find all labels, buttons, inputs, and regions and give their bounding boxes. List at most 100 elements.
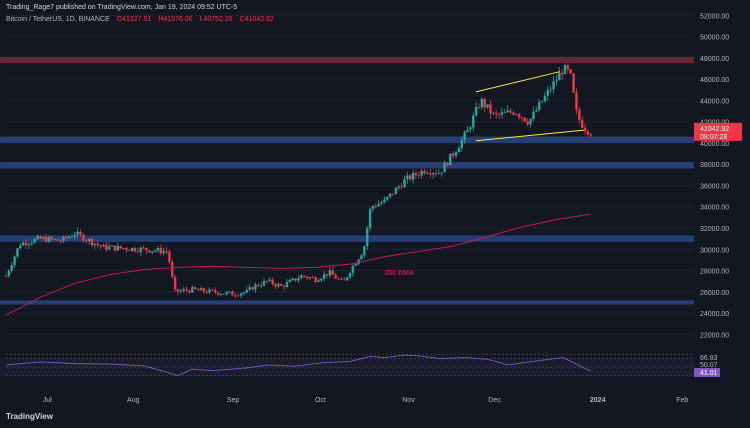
candle-body — [414, 172, 418, 176]
price-countdown: 09:07:28 — [700, 134, 727, 141]
candle-body — [168, 251, 171, 263]
candle-body — [320, 278, 323, 281]
candle-body — [391, 193, 395, 195]
candle-body — [216, 292, 220, 295]
price-tick-label: 44000.00 — [700, 98, 729, 105]
publisher-line: Trading_Rage7 published on TradingView.c… — [6, 4, 238, 11]
candle-body — [469, 127, 472, 130]
candle-body — [354, 264, 357, 266]
candle-body — [199, 288, 203, 291]
candle-body — [563, 65, 567, 75]
candle-body — [245, 289, 248, 293]
candle-body — [328, 270, 332, 276]
ohlc-close: C41042.92 — [239, 16, 274, 23]
symbol-line: Bitcoin / TetherUS, 1D, BINANCE O41327.5… — [6, 16, 279, 23]
ohlc-high: H41576.00 — [158, 16, 193, 23]
candle-body — [188, 290, 191, 293]
candle-body — [460, 139, 463, 149]
candle-body — [520, 117, 524, 118]
candle-body — [274, 284, 277, 287]
candle-body — [308, 277, 312, 279]
candle-body — [474, 106, 478, 116]
candle-body — [543, 95, 547, 102]
price-tick-label: 34000.00 — [700, 205, 729, 212]
candle-body — [348, 273, 352, 278]
last-price-badge — [694, 122, 742, 141]
candle-body — [366, 228, 369, 247]
candle-body — [56, 239, 59, 241]
candle-body — [93, 243, 97, 246]
rsi-line — [5, 354, 591, 377]
candle-body — [552, 81, 555, 90]
price-tick-label: 32000.00 — [700, 226, 729, 233]
candle-body — [99, 245, 102, 247]
candle-body — [62, 236, 65, 242]
candle-body — [515, 114, 518, 115]
candle-body — [113, 245, 117, 251]
candle-body — [265, 280, 269, 282]
candle-body — [110, 245, 114, 247]
candle-body — [437, 173, 441, 175]
candle-body — [148, 250, 151, 253]
candle-body — [454, 152, 458, 156]
candle-body — [208, 289, 211, 293]
zone-red — [0, 56, 694, 64]
candle-body — [360, 255, 363, 260]
candle-body — [411, 172, 415, 180]
price-tick-label: 22000.00 — [700, 332, 729, 339]
price-tick-label: 24000.00 — [700, 311, 729, 318]
candle-body — [457, 148, 461, 153]
candle-body — [380, 202, 383, 204]
candle-body — [22, 242, 25, 246]
candle-body — [182, 289, 185, 291]
candle-body — [480, 99, 484, 108]
candle-body — [477, 106, 481, 108]
candle-body — [102, 244, 105, 247]
candle-body — [400, 186, 403, 188]
candle-body — [440, 172, 443, 174]
candle-body — [122, 248, 125, 249]
candle-body — [125, 248, 128, 251]
zone-blue — [0, 162, 694, 169]
candle-body — [535, 110, 538, 112]
candle-body — [503, 112, 506, 113]
candle-body — [538, 102, 541, 111]
candle-body — [560, 72, 564, 75]
candle-body — [151, 251, 154, 253]
candle-body — [202, 288, 205, 292]
candle-body — [53, 239, 56, 240]
candle-body — [165, 251, 168, 252]
candle-body — [257, 284, 260, 286]
candle-body — [259, 285, 263, 287]
candle-body — [19, 245, 22, 249]
candle-body — [248, 287, 251, 290]
candle-body — [162, 251, 165, 254]
candle-body — [343, 279, 346, 281]
candle-body — [234, 295, 237, 297]
time-tick-label: 2024 — [590, 397, 606, 404]
tradingview-logo[interactable]: TradingView — [6, 412, 53, 421]
candle-body — [443, 162, 446, 173]
candle-body — [42, 237, 45, 239]
candle-body — [486, 104, 489, 108]
candle-body — [4, 275, 8, 277]
candle-body — [426, 173, 429, 174]
last-price-value: 41042.92 — [700, 126, 729, 133]
candle-body — [526, 121, 529, 125]
candle-body — [13, 256, 16, 266]
candle-body — [483, 99, 486, 108]
candle-body — [394, 187, 398, 195]
candle-body — [446, 162, 449, 166]
candle-body — [431, 173, 435, 175]
price-tick-label: 52000.00 — [700, 13, 729, 20]
candle-body — [225, 292, 228, 294]
time-tick-label: Nov — [402, 397, 415, 404]
candle-body — [288, 280, 291, 283]
candle-body — [291, 278, 294, 281]
candle-body — [47, 237, 51, 242]
candle-body — [311, 277, 314, 279]
candle-body — [70, 236, 74, 238]
candle-body — [128, 250, 131, 251]
price-tick-label: 50000.00 — [700, 35, 729, 42]
